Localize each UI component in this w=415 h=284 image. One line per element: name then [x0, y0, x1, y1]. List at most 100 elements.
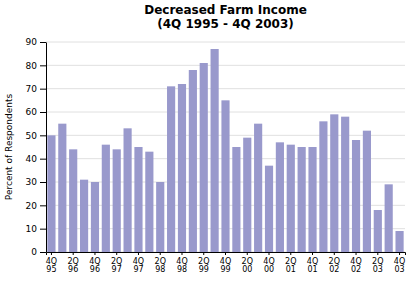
- tick-label: 50: [26, 131, 38, 141]
- bar: [232, 147, 240, 252]
- bar: [200, 63, 208, 252]
- grid: [46, 42, 405, 252]
- tick: 80: [26, 61, 46, 71]
- title: Decreased Farm Income(4Q 1995 - 4Q 2003): [144, 3, 307, 31]
- tick-mark: [290, 252, 291, 255]
- axis-line: [47, 253, 406, 256]
- tick-label: 2Q97: [111, 257, 122, 275]
- tick-label: 70: [26, 84, 38, 94]
- tick-label: 30: [26, 177, 38, 187]
- bar: [341, 117, 349, 252]
- tick: 70: [26, 84, 46, 94]
- tick-mark: [40, 65, 46, 66]
- tick: 2Q02: [329, 252, 340, 274]
- tick: 30: [26, 177, 46, 187]
- tick-label: 80: [26, 61, 38, 71]
- tick: 2Q96: [68, 252, 79, 274]
- tick-mark: [40, 159, 46, 160]
- bar: [102, 145, 110, 252]
- bar: [385, 184, 393, 252]
- bar: [243, 138, 251, 252]
- tick-label: 4Q98: [176, 257, 187, 275]
- y-axis: 0 10 20 30 40 50 60 70 80 90: [26, 37, 47, 257]
- tick-label: 60: [26, 107, 38, 117]
- tick: 60: [26, 107, 46, 117]
- bar: [363, 131, 371, 252]
- tick-label: 2Q98: [155, 257, 166, 275]
- tick: 4Q97: [133, 252, 144, 274]
- tick-mark: [160, 252, 161, 255]
- bar: [298, 147, 306, 252]
- bar: [189, 70, 197, 252]
- tick: 2Q03: [372, 252, 383, 274]
- tick-label: 4Q95: [46, 257, 57, 275]
- tick-label: 40: [26, 154, 38, 164]
- tick-mark: [40, 182, 46, 183]
- axis-line: [46, 43, 47, 253]
- tick-mark: [51, 252, 52, 255]
- bar: [58, 124, 66, 252]
- tick-mark: [138, 252, 139, 255]
- tick: 2Q99: [198, 252, 209, 274]
- tick-label: 4Q02: [350, 257, 361, 275]
- chart: 4Q952Q964Q962Q974Q972Q984Q982Q994Q992Q00…: [0, 0, 415, 284]
- tick-mark: [40, 252, 46, 253]
- tick: 4Q95: [46, 252, 57, 274]
- bar: [167, 86, 175, 252]
- tick: 10: [26, 224, 46, 234]
- bar: [80, 180, 88, 252]
- tick-mark: [269, 252, 270, 255]
- axis-title: Percent of Respondents: [4, 93, 14, 200]
- bar: [254, 124, 262, 252]
- tick-mark: [247, 252, 248, 255]
- grid-line: [46, 88, 405, 89]
- bar: [374, 210, 382, 252]
- tick-label: 4Q01: [307, 257, 318, 275]
- tick-mark: [73, 252, 74, 255]
- tick-mark: [377, 252, 378, 255]
- bar: [113, 149, 121, 252]
- bar: [287, 145, 295, 252]
- tick-label: 2Q99: [198, 257, 209, 275]
- tick-label: 20: [26, 201, 38, 211]
- tick-mark: [40, 112, 46, 113]
- tick-label: 90: [26, 37, 38, 47]
- bar: [124, 128, 132, 252]
- tick-label: 4Q00: [263, 257, 274, 275]
- tick: 2Q97: [111, 252, 122, 274]
- bar: [265, 166, 273, 252]
- tick-label: 4Q96: [89, 257, 100, 275]
- tick: 4Q99: [220, 252, 231, 274]
- tick-label: 2Q96: [68, 257, 79, 275]
- tick-mark: [225, 252, 226, 255]
- tick-mark: [40, 135, 46, 136]
- tick-mark: [40, 42, 46, 43]
- tick: 40: [26, 154, 46, 164]
- tick-label: 2Q01: [285, 257, 296, 275]
- bar: [145, 152, 153, 252]
- tick: 4Q98: [176, 252, 187, 274]
- tick-label: 4Q99: [220, 257, 231, 275]
- grid-line: [46, 42, 405, 43]
- tick: 2Q01: [285, 252, 296, 274]
- tick: 4Q03: [394, 252, 405, 274]
- tick-mark: [116, 252, 117, 255]
- tick-label: 0: [31, 247, 37, 257]
- tick-mark: [399, 252, 400, 255]
- bar: [91, 182, 99, 252]
- bar: [276, 142, 284, 252]
- bar: [156, 182, 164, 252]
- tick-label: 2Q03: [372, 257, 383, 275]
- tick-mark: [334, 252, 335, 255]
- bar: [69, 149, 77, 252]
- tick: 4Q02: [350, 252, 361, 274]
- tick-mark: [40, 205, 46, 206]
- tick-mark: [312, 252, 313, 255]
- bar: [47, 135, 55, 252]
- tick-label: 4Q97: [133, 257, 144, 275]
- tick-mark: [203, 252, 204, 255]
- tick: 4Q00: [263, 252, 274, 274]
- tick: 2Q98: [155, 252, 166, 274]
- tick: 4Q01: [307, 252, 318, 274]
- bar: [211, 49, 219, 252]
